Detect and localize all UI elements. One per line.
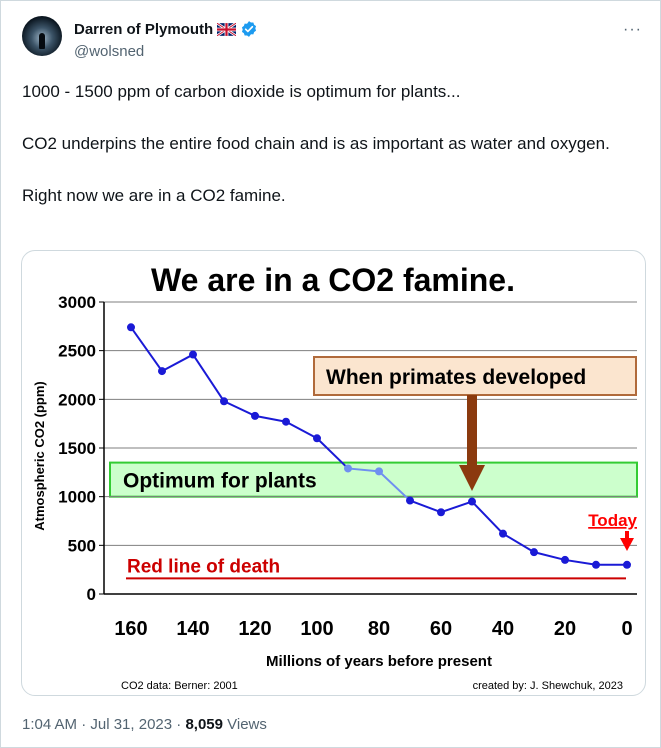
- chart-axes: [99, 301, 637, 595]
- primates-label-box: [313, 356, 637, 396]
- optimum-band: [109, 461, 638, 498]
- avatar[interactable]: [22, 16, 62, 56]
- co2-chart: We are in a CO2 famine. Optimum for plan…: [32, 262, 638, 692]
- y-tick-label: 1000: [58, 488, 96, 507]
- y-tick-label: 1500: [58, 439, 96, 458]
- views-count: 8,059: [185, 716, 223, 733]
- data-point: [623, 560, 631, 569]
- x-tick-label: 100: [300, 618, 333, 640]
- y-tick-label: 500: [68, 536, 96, 555]
- optimum-band-label: Optimum for plants: [123, 470, 317, 493]
- x-tick-label: 0: [621, 618, 632, 640]
- x-tick-label: 60: [430, 618, 452, 640]
- series-segment: [161, 353, 194, 372]
- series-segment: [378, 470, 411, 502]
- data-point: [282, 417, 290, 426]
- x-tick-labels: 160 140 120 100 80 60 40 20 0: [114, 618, 632, 640]
- author-name[interactable]: Darren of Plymouth: [74, 20, 214, 38]
- data-point: [313, 434, 321, 443]
- series-segment: [502, 532, 535, 554]
- series-segment: [192, 354, 225, 402]
- arrow-head: [459, 465, 485, 491]
- x-tick-label: 40: [492, 618, 514, 640]
- death-line-label: Red line of death: [127, 556, 280, 577]
- data-point: [530, 548, 538, 557]
- data-point: [375, 467, 383, 476]
- uk-flag-icon: [217, 22, 237, 36]
- series-segment: [409, 499, 442, 514]
- tweet-line: Right now we are in a CO2 famine.: [22, 186, 286, 205]
- series-segment: [254, 414, 287, 423]
- y-tick-label: 0: [87, 585, 96, 604]
- data-point: [158, 367, 166, 376]
- x-tick-label: 20: [554, 618, 576, 640]
- y-tick-label: 2000: [58, 390, 96, 409]
- y-axis-label: Atmospheric CO2 (ppm): [32, 381, 47, 531]
- y-tick-labels: 0 500 1000 1500 2000 2500 3000: [58, 293, 96, 604]
- arrow-head: [620, 538, 634, 551]
- x-tick-label: 120: [238, 618, 271, 640]
- data-point: [468, 497, 476, 506]
- data-point: [561, 555, 569, 564]
- co2-series: [127, 323, 631, 569]
- verified-badge-icon: [242, 21, 257, 37]
- data-point: [437, 508, 445, 517]
- data-point: [406, 496, 414, 505]
- y-tick-label: 3000: [58, 293, 96, 312]
- data-point: [499, 529, 507, 538]
- credit-right: created by: J. Shewchuk, 2023: [473, 680, 623, 692]
- series-segment: [285, 420, 318, 440]
- series-segment: [440, 500, 473, 514]
- data-point: [344, 464, 352, 473]
- data-point: [220, 397, 228, 406]
- series-segment: [223, 400, 256, 417]
- arrow-shaft: [625, 531, 629, 539]
- data-point: [592, 560, 600, 569]
- views-label: Views: [222, 716, 267, 733]
- arrow-shaft: [467, 395, 477, 467]
- more-options-icon[interactable]: ···: [623, 21, 642, 38]
- chart-grid: [104, 301, 637, 546]
- data-point: [189, 350, 197, 359]
- tweet-image[interactable]: We are in a CO2 famine. Optimum for plan…: [21, 250, 646, 696]
- chart-title: We are in a CO2 famine.: [151, 262, 515, 298]
- data-point: [251, 411, 259, 420]
- tweet-meta: 1:04 AM · Jul 31, 2023 · 8,059 Views: [22, 716, 267, 733]
- author-row: Darren of Plymouth: [74, 20, 258, 38]
- today-label: Today: [588, 511, 637, 530]
- y-tick-label: 2500: [58, 342, 96, 361]
- data-point: [127, 323, 135, 332]
- series-segment: [316, 437, 349, 470]
- x-axis-label: Millions of years before present: [266, 653, 492, 670]
- series-segment: [471, 500, 504, 535]
- author-handle[interactable]: @wolsned: [74, 43, 145, 60]
- x-tick-label: 160: [114, 618, 147, 640]
- credit-left: CO2 data: Berner: 2001: [121, 680, 238, 692]
- timestamp[interactable]: 1:04 AM · Jul 31, 2023 ·: [22, 716, 186, 733]
- series-segment: [564, 558, 597, 566]
- tweet-text: 1000 - 1500 ppm of carbon dioxide is opt…: [22, 79, 637, 209]
- primates-label: When primates developed: [326, 366, 586, 389]
- tweet-line: 1000 - 1500 ppm of carbon dioxide is opt…: [22, 82, 461, 101]
- x-tick-label: 80: [368, 618, 390, 640]
- today-arrow: [620, 531, 634, 551]
- x-tick-label: 140: [176, 618, 209, 640]
- series-segment: [533, 551, 566, 561]
- tweet-line: CO2 underpins the entire food chain and …: [22, 134, 610, 153]
- series-segment: [130, 326, 163, 372]
- series-segment: [347, 467, 380, 473]
- primates-arrow: [459, 395, 485, 491]
